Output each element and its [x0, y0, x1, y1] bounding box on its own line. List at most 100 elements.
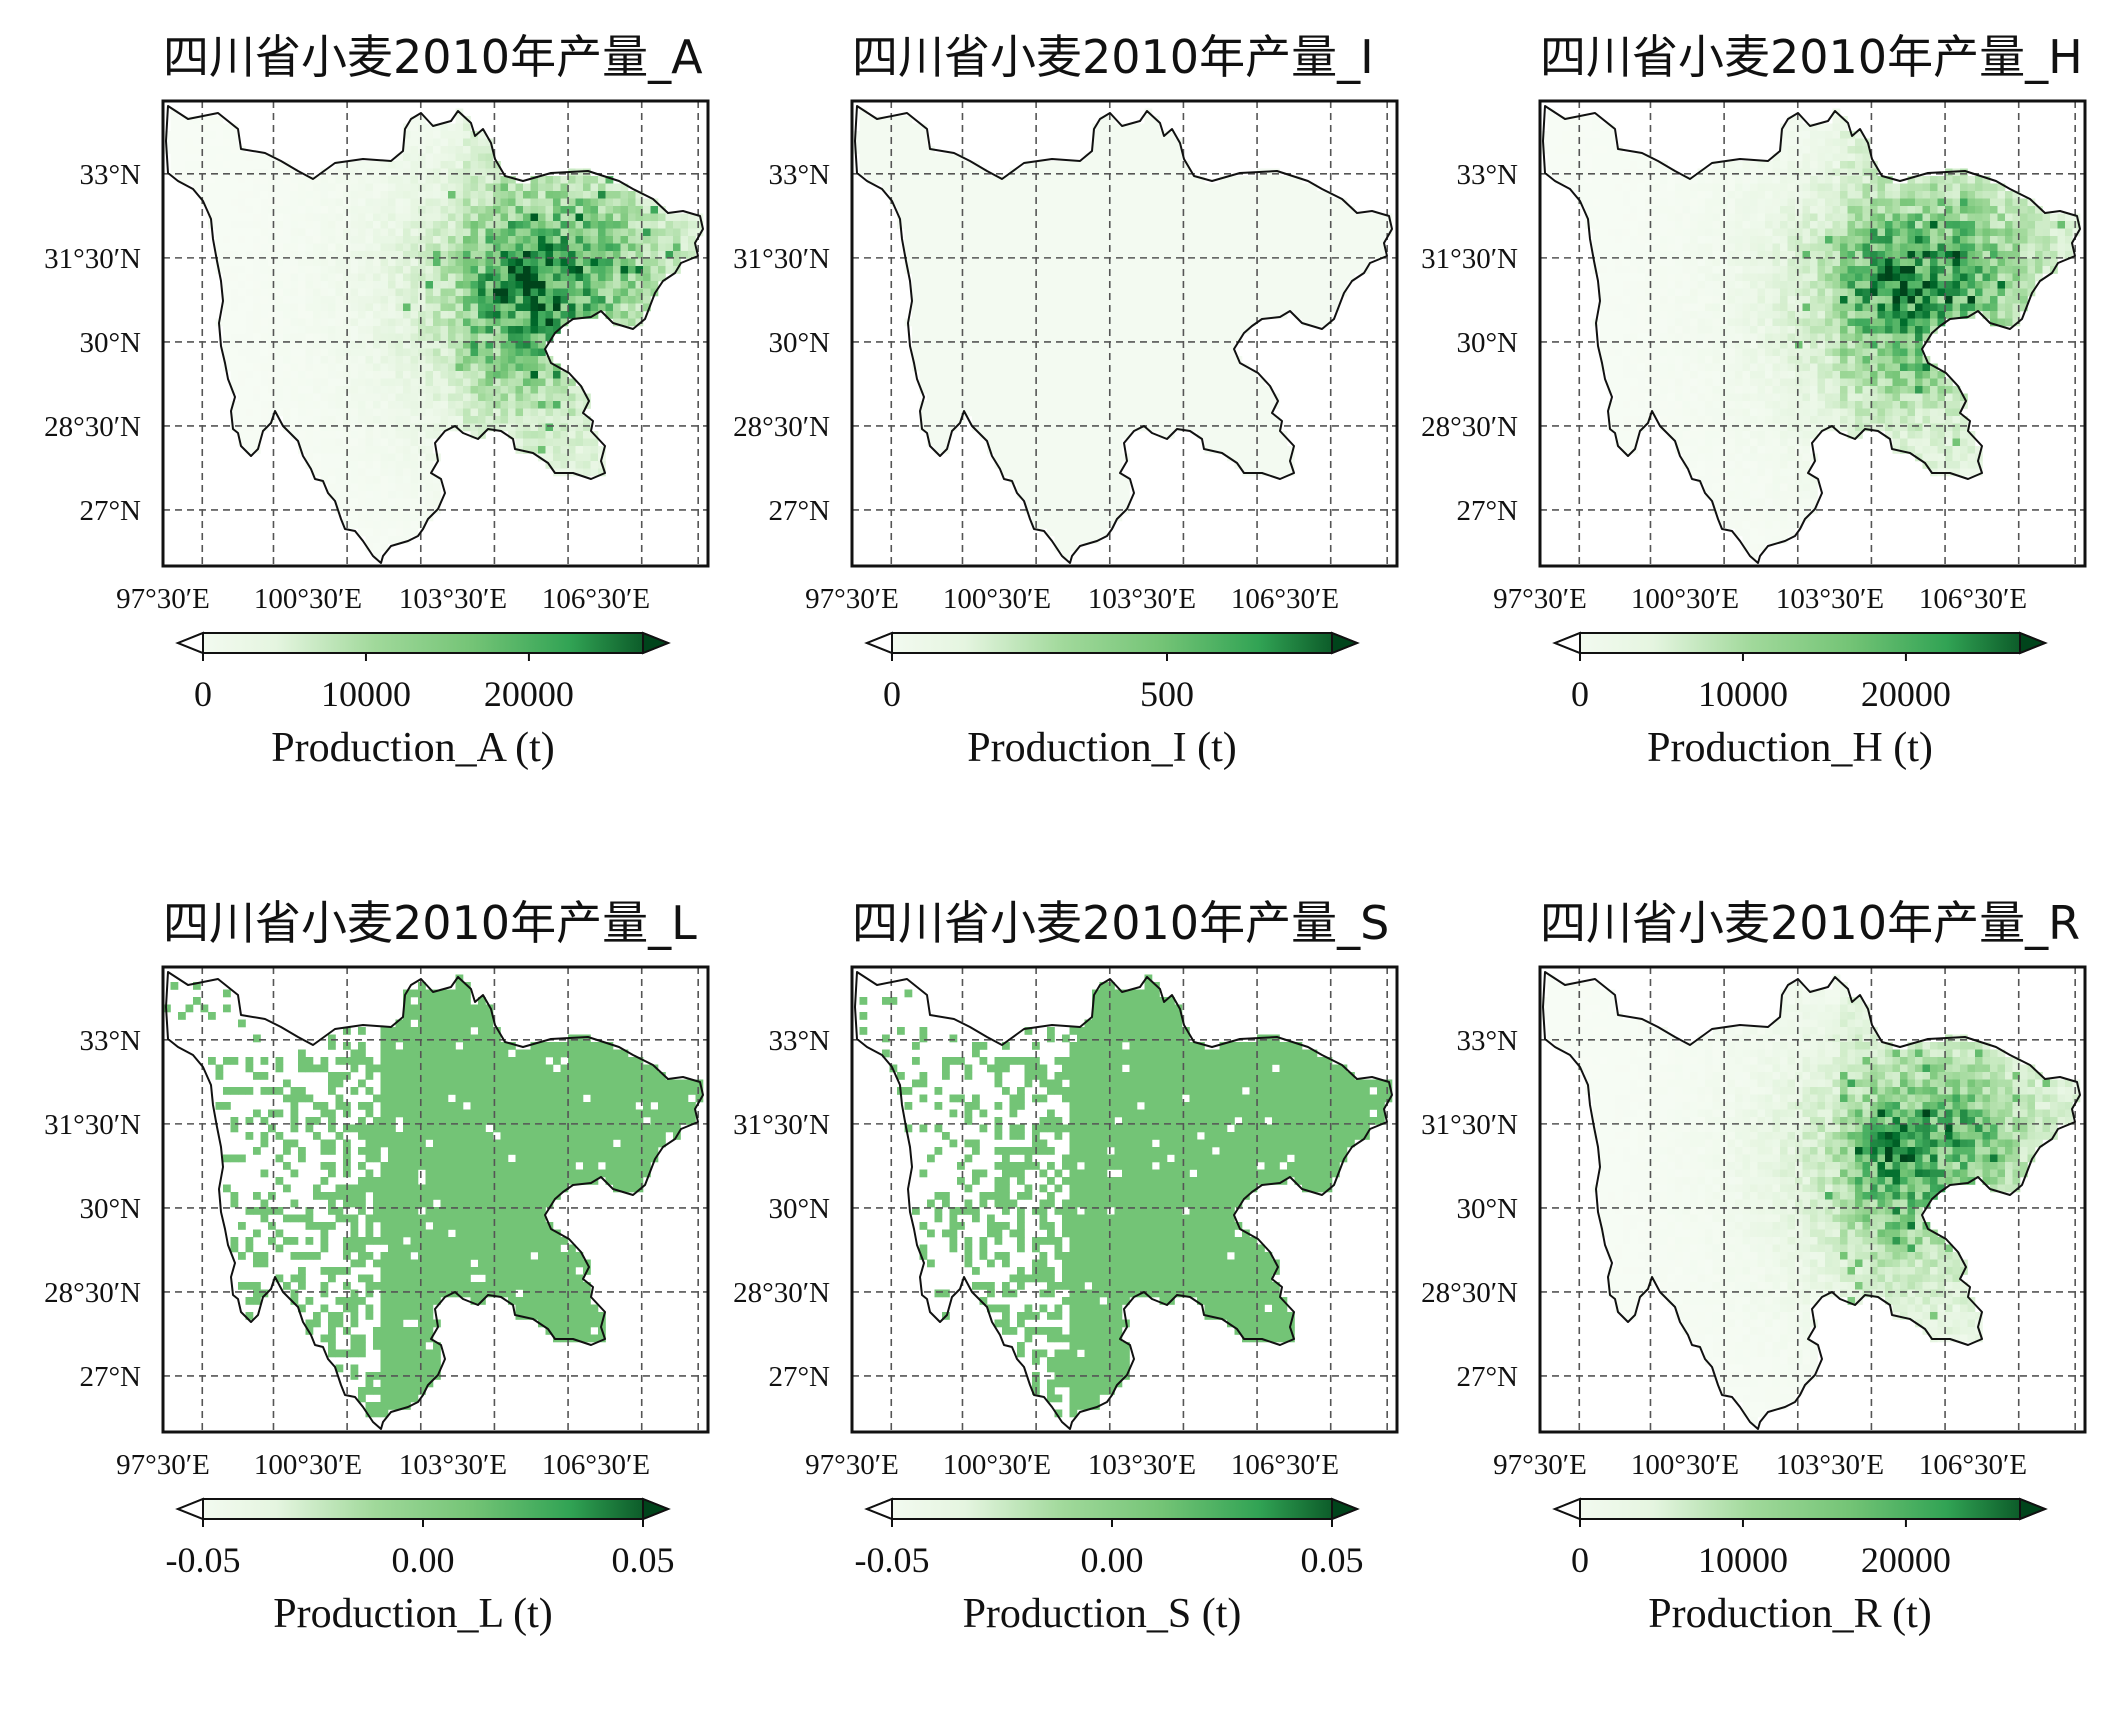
raster-cell — [1077, 468, 1085, 477]
raster-cell — [440, 228, 449, 237]
raster-cell — [613, 288, 621, 297]
raster-cell — [1152, 168, 1160, 177]
raster-cell — [485, 341, 494, 349]
raster-cell — [1144, 191, 1153, 199]
raster-cell — [1242, 408, 1250, 417]
raster-cell — [493, 333, 501, 342]
raster-cell — [1114, 198, 1123, 207]
raster-cell — [1017, 258, 1025, 267]
raster-cell — [1242, 243, 1250, 252]
raster-cell — [215, 221, 224, 229]
raster-cell — [1294, 213, 1303, 222]
raster-cell — [245, 363, 254, 372]
raster-cell — [343, 333, 351, 342]
raster-cell — [1009, 273, 1018, 282]
raster-cell — [964, 281, 973, 289]
raster-cell — [515, 401, 524, 409]
raster-cell — [388, 491, 396, 499]
raster-cell — [373, 243, 381, 252]
raster-cell — [1765, 176, 1773, 184]
raster-cell — [1212, 416, 1220, 424]
raster-cell — [1272, 311, 1280, 319]
raster-cell — [313, 266, 321, 274]
raster-cell — [1234, 378, 1243, 387]
raster-cell — [433, 176, 441, 184]
raster-cell — [1062, 453, 1070, 462]
raster-cell — [1585, 168, 1593, 177]
raster-cell — [1047, 206, 1055, 214]
raster-cell — [1294, 176, 1303, 184]
raster-cell — [1017, 401, 1025, 409]
raster-cell — [1099, 393, 1108, 402]
raster-cell — [538, 258, 546, 267]
raster-cell — [365, 176, 374, 184]
raster-cell — [350, 273, 359, 282]
raster-cell — [605, 221, 614, 229]
raster-cell — [245, 341, 254, 349]
raster-cell — [335, 303, 344, 312]
raster-cell — [373, 213, 381, 222]
raster-cell — [230, 311, 239, 319]
raster-cell — [680, 228, 689, 237]
raster-cell — [1047, 491, 1055, 499]
raster-cell — [1107, 348, 1115, 357]
raster-cell — [425, 438, 434, 447]
raster-cell — [1204, 363, 1213, 372]
raster-cell — [927, 386, 935, 394]
raster-cell — [1032, 251, 1040, 259]
raster-cell — [1062, 468, 1070, 477]
raster-cell — [1727, 168, 1736, 177]
raster-cell — [403, 168, 411, 177]
raster-cell — [972, 393, 980, 402]
raster-cell — [380, 243, 389, 252]
raster-cell — [455, 251, 464, 259]
raster-cell — [178, 116, 186, 124]
raster-cell — [553, 408, 561, 417]
raster-cell — [463, 213, 471, 222]
raster-cell — [530, 303, 539, 312]
raster-cell — [912, 153, 920, 162]
raster-cell — [463, 326, 471, 334]
raster-cell — [912, 251, 920, 259]
raster-cell — [328, 378, 336, 387]
raster-cell — [253, 243, 261, 252]
raster-cell — [1069, 213, 1078, 222]
raster-cell — [1107, 153, 1115, 162]
raster-cell — [1099, 386, 1108, 394]
raster-cell — [1129, 371, 1138, 379]
raster-cell — [403, 228, 411, 237]
raster-cell — [1159, 266, 1168, 274]
raster-cell — [583, 221, 591, 229]
raster-cell — [1317, 236, 1325, 244]
raster-cell — [440, 416, 449, 424]
raster-cell — [1592, 123, 1601, 132]
raster-cell — [418, 363, 426, 372]
raster-cell — [478, 378, 486, 387]
raster-cell — [245, 393, 254, 402]
raster-cell — [530, 221, 539, 229]
raster-cell — [1167, 378, 1175, 387]
raster-cell — [650, 243, 659, 252]
raster-cell — [942, 333, 950, 342]
raster-cell — [410, 318, 419, 327]
raster-cell — [463, 408, 471, 417]
raster-cell — [403, 423, 411, 432]
raster-cell — [493, 176, 501, 184]
raster-cell — [1024, 498, 1033, 507]
raster-cell — [1197, 311, 1205, 319]
raster-cell — [1069, 206, 1078, 214]
raster-cell — [290, 221, 299, 229]
lat-tick-label: 31°30′N — [733, 243, 830, 275]
raster-cell — [605, 296, 614, 304]
raster-cell — [1069, 243, 1078, 252]
raster-cell — [1562, 138, 1571, 147]
raster-cell — [942, 296, 950, 304]
raster-cell — [320, 461, 329, 469]
raster-cell — [1219, 408, 1228, 417]
raster-cell — [1077, 423, 1085, 432]
raster-cell — [358, 176, 366, 184]
raster-cell — [1825, 146, 1833, 154]
raster-cell — [290, 183, 299, 192]
raster-cell — [1279, 228, 1288, 237]
raster-cell — [1294, 288, 1303, 297]
